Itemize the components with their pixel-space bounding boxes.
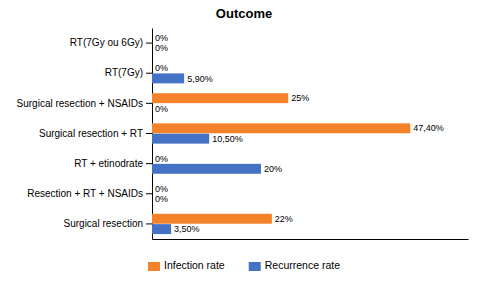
y-tick-mark	[146, 133, 152, 134]
data-labels: 22%0%0%47,40%25%0%0%3,50%0%20%10,50%0%5,…	[155, 33, 444, 234]
bars	[152, 73, 410, 234]
bar	[152, 214, 272, 224]
bar	[152, 224, 171, 234]
bar	[152, 104, 153, 114]
y-tick-mark	[146, 163, 152, 164]
data-label: 0%	[155, 194, 168, 204]
legend-swatch	[249, 262, 261, 271]
y-axis: Surgical resection Resection + RT + NSAID…	[17, 29, 153, 240]
data-label: 5,90%	[187, 74, 213, 84]
bar	[152, 73, 184, 83]
data-label: 25%	[291, 93, 309, 103]
y-tick: Resection + RT + NSAIDs	[27, 188, 152, 199]
data-label: 20%	[264, 164, 282, 174]
legend-item: Infection rate	[148, 259, 225, 271]
y-tick: RT + etinodrate	[74, 158, 152, 169]
data-label: 3,50%	[174, 224, 200, 234]
y-tick: Surgical resection + RT	[39, 128, 152, 139]
plot: Surgical resection Resection + RT + NSAID…	[17, 29, 469, 240]
y-tick-label: Surgical resection + RT	[39, 128, 143, 139]
bar	[152, 63, 153, 73]
data-label: 47,40%	[413, 123, 444, 133]
legend-swatch	[148, 262, 160, 271]
y-tick-label: RT + etinodrate	[74, 158, 143, 169]
bar	[152, 154, 153, 164]
x-axis-line	[153, 239, 469, 240]
data-label: 0%	[155, 63, 168, 73]
y-tick: Surgical resection + NSAIDs	[17, 98, 152, 109]
bar	[152, 184, 153, 194]
y-tick: RT(7Gy)	[105, 67, 152, 78]
y-tick-mark	[146, 73, 152, 74]
data-label: 0%	[155, 43, 168, 53]
legend-item: Recurrence rate	[249, 259, 340, 271]
chart: Outcome Surgical resection Resection + RT …	[0, 0, 488, 281]
x-axis	[153, 239, 469, 240]
y-tick-label: Surgical resection	[64, 218, 143, 229]
data-label: 0%	[155, 104, 168, 114]
data-label: 0%	[155, 154, 168, 164]
y-tick-mark	[146, 223, 152, 224]
legend: Infection rate Recurrence rate	[148, 259, 340, 271]
y-tick-mark	[146, 193, 152, 194]
bar	[152, 33, 153, 43]
y-tick-label: RT(7Gy)	[105, 67, 143, 78]
bar	[152, 43, 153, 53]
bar	[152, 164, 261, 174]
data-label: 22%	[275, 214, 293, 224]
data-label: 0%	[155, 33, 168, 43]
bar	[152, 93, 288, 103]
title: Outcome	[216, 6, 272, 21]
y-tick-mark	[146, 103, 152, 104]
y-tick-label: Resection + RT + NSAIDs	[27, 188, 143, 199]
data-label: 0%	[155, 184, 168, 194]
y-tick-label: RT(7Gy ou 6Gy)	[70, 37, 143, 48]
legend-label: Recurrence rate	[265, 259, 340, 271]
y-tick: Surgical resection	[64, 218, 152, 229]
legend-label: Infection rate	[164, 259, 225, 271]
y-tick: RT(7Gy ou 6Gy)	[70, 37, 152, 48]
data-label: 10,50%	[212, 134, 243, 144]
y-tick-mark	[146, 43, 152, 44]
y-tick-label: Surgical resection + NSAIDs	[17, 98, 143, 109]
bar	[152, 134, 209, 144]
bar	[152, 123, 410, 133]
bar	[152, 194, 153, 204]
